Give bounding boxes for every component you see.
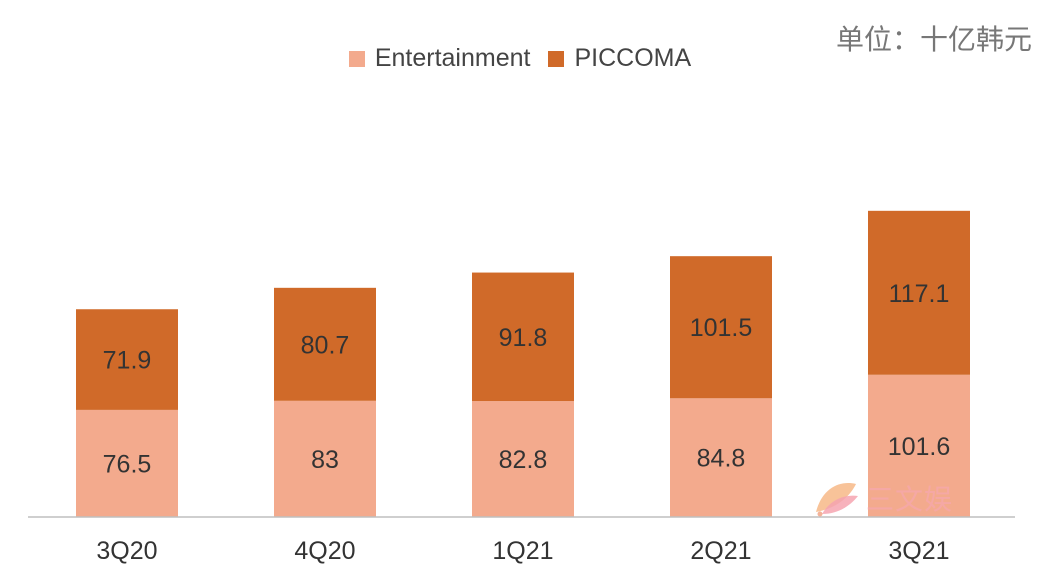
data-label-entertainment-2q21: 84.8 [697, 445, 746, 473]
bar-entertainment-3q20 [76, 409, 178, 517]
x-tick-label-3q21: 3Q21 [888, 537, 949, 565]
data-label-entertainment-3q20: 76.5 [103, 450, 152, 478]
bars-group [76, 210, 970, 517]
data-label-entertainment-4q20: 83 [311, 446, 339, 474]
watermark: 三文娱 [812, 478, 953, 518]
bar-entertainment-4q20 [274, 400, 376, 517]
x-tick-label-3q20: 3Q20 [96, 537, 157, 565]
legend: Entertainment PICCOMA [0, 44, 1040, 73]
legend-label-piccoma: PICCOMA [574, 44, 692, 72]
legend-swatch-entertainment [348, 50, 365, 67]
bar-entertainment-3q21 [868, 374, 970, 517]
legend-item-entertainment: Entertainment [348, 44, 531, 73]
x-tick-label-4q20: 4Q20 [294, 537, 355, 565]
bar-piccoma-1q21 [472, 272, 574, 402]
legend-swatch-piccoma [548, 50, 565, 67]
bar-entertainment-1q21 [472, 401, 574, 517]
data-label-piccoma-4q20: 80.7 [301, 331, 350, 359]
watermark-logo-icon [816, 483, 858, 517]
bar-piccoma-4q20 [274, 287, 376, 401]
data-label-entertainment-3q21: 101.6 [888, 433, 951, 461]
watermark-text: 三文娱 [866, 483, 954, 516]
x-tick-label-2q21: 2Q21 [690, 537, 751, 565]
data-label-piccoma-3q21: 117.1 [889, 280, 950, 308]
legend-label-entertainment: Entertainment [374, 44, 531, 72]
bar-piccoma-3q20 [76, 309, 178, 410]
bar-piccoma-2q21 [670, 256, 772, 399]
data-label-piccoma-3q20: 71.9 [103, 347, 152, 375]
bar-piccoma-3q21 [868, 210, 970, 375]
legend-item-piccoma: PICCOMA [548, 44, 691, 73]
data-labels: 76.5 71.9 83 80.7 82.8 91.8 84.8 101.5 101.6 117.… [103, 280, 951, 479]
x-axis-ticks: 3Q20 4Q20 1Q21 2Q21 3Q21 [96, 537, 949, 565]
data-label-piccoma-1q21: 91.8 [499, 324, 548, 352]
data-label-entertainment-1q21: 82.8 [499, 446, 548, 474]
unit-label: 单位：十亿韩元 [835, 23, 1032, 56]
data-label-piccoma-2q21: 101.5 [690, 314, 753, 342]
bar-entertainment-2q21 [670, 398, 772, 517]
x-tick-label-1q21: 1Q21 [492, 537, 553, 565]
